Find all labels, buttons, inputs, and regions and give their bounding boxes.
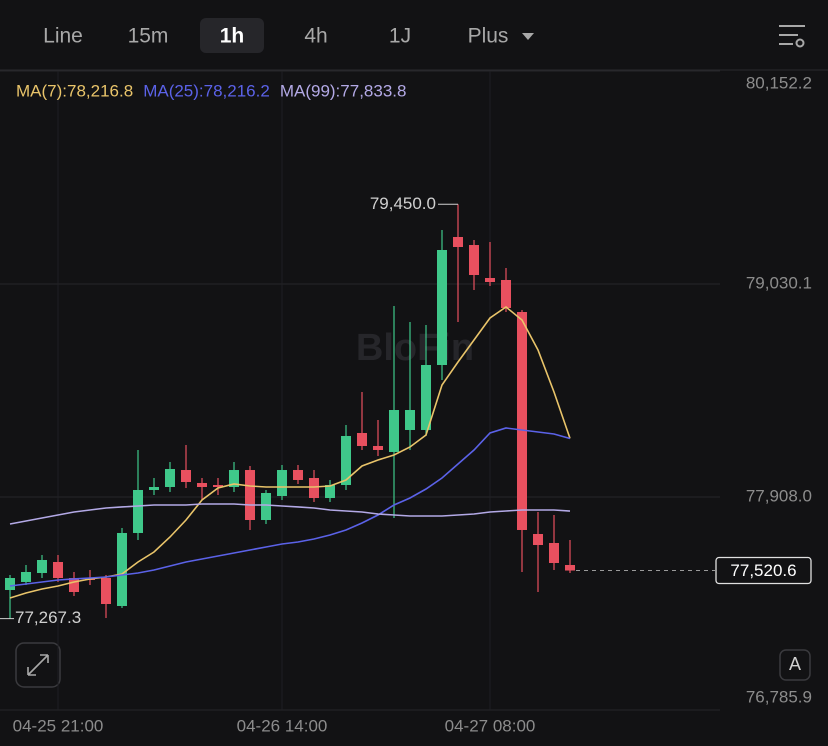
candle-body: [149, 486, 159, 490]
candle-body: [373, 445, 383, 450]
timeframe-tab[interactable]: 15m: [128, 25, 169, 48]
y-tick-label: 80,152.2: [746, 73, 812, 92]
candle-body: [533, 533, 543, 546]
x-tick-label: 04-26 14:00: [237, 716, 328, 735]
timeframe-tab[interactable]: 4h: [304, 25, 327, 48]
last-price-box: [715, 556, 812, 585]
candle-body: [309, 477, 319, 499]
candle-body: [549, 542, 559, 564]
candle-body: [517, 311, 527, 530]
min-label: 77,267.3: [15, 608, 81, 627]
y-tick-label: 76,785.9: [746, 687, 812, 706]
candle-body: [117, 532, 127, 606]
candle-body: [53, 561, 63, 578]
auto-scale-label[interactable]: A: [789, 654, 801, 674]
candle-body: [5, 577, 15, 590]
candle-body: [277, 470, 287, 496]
candle-body: [261, 492, 271, 521]
candle-body: [485, 278, 495, 283]
legend-entry: MA(25):78,216.2: [143, 81, 270, 100]
watermark: BloFin: [356, 327, 474, 369]
candle-body: [501, 279, 511, 308]
y-tick-label: 79,030.1: [746, 273, 812, 292]
candle-body: [37, 560, 47, 574]
timeframe-tab[interactable]: 1J: [389, 25, 411, 48]
timeframe-tab[interactable]: Plus: [468, 25, 509, 48]
x-tick-label: 04-27 08:00: [445, 716, 536, 735]
candle-body: [133, 489, 143, 533]
max-label: 79,450.0: [370, 194, 436, 213]
candle-body: [293, 470, 303, 480]
candle-body: [453, 236, 463, 248]
expand-button[interactable]: [15, 642, 61, 688]
active-tab-bg: [200, 18, 264, 53]
auto-scale-button[interactable]: [779, 649, 811, 681]
candle-body: [21, 571, 31, 582]
candle-body: [165, 469, 175, 487]
candle-body: [325, 485, 335, 499]
candle-body: [357, 432, 367, 446]
last-price-label: 77,520.6: [730, 561, 796, 580]
candle-body: [101, 577, 111, 605]
candle-body: [213, 485, 223, 487]
x-tick-label: 04-25 21:00: [13, 716, 104, 735]
settings-icon[interactable]: [779, 25, 805, 48]
candle-body: [421, 364, 431, 430]
candle-body: [437, 250, 447, 365]
timeframe-tab[interactable]: 1h: [220, 25, 245, 48]
candle-body: [69, 577, 79, 593]
legend-entry: MA(99):77,833.8: [280, 81, 407, 100]
timeframe-tab[interactable]: Line: [43, 25, 83, 48]
candle-body: [197, 482, 207, 487]
candle-body: [229, 470, 239, 487]
candle-body: [245, 470, 255, 521]
candle-body: [565, 564, 575, 571]
moving-average-line: [9, 503, 571, 525]
candle-body: [469, 245, 479, 276]
legend-entry: MA(7):78,216.8: [16, 81, 133, 100]
moving-average-line: [9, 427, 571, 587]
dropdown-caret[interactable]: [522, 33, 534, 40]
y-tick-label: 77,908.0: [746, 486, 812, 505]
candle-body: [181, 470, 191, 483]
candle-body: [341, 435, 351, 486]
candle-body: [405, 410, 415, 430]
candle-body: [389, 410, 399, 452]
